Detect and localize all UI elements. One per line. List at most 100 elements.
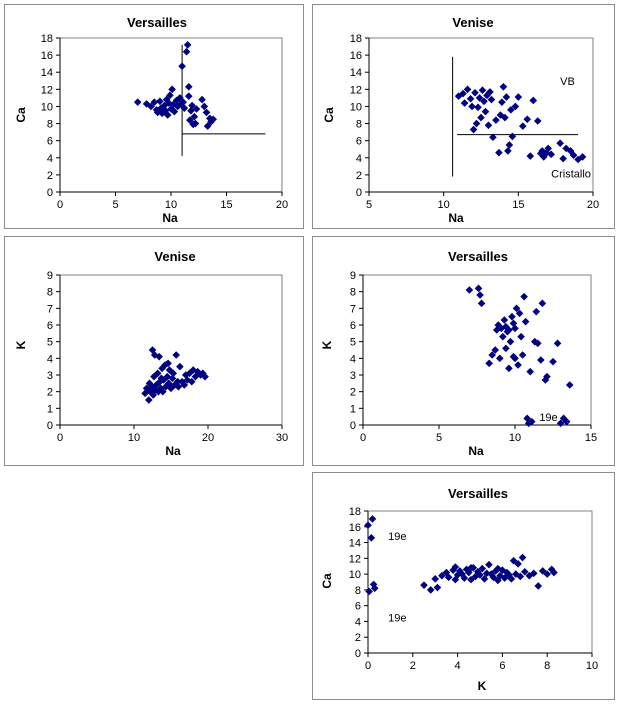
data-point [368, 515, 377, 523]
data-point [488, 351, 496, 359]
y-tick-label: 3 [350, 370, 356, 382]
x-tick-label: 15 [220, 199, 232, 211]
x-tick-label: 10 [165, 199, 177, 211]
data-point [505, 364, 513, 373]
data-point [170, 107, 179, 116]
data-point [562, 144, 570, 153]
y-tick-label: 8 [47, 119, 53, 131]
y-tick-label: 5 [350, 337, 356, 349]
data-point [474, 284, 483, 293]
y-tick-label: 1 [47, 403, 53, 415]
data-point [489, 133, 497, 142]
data-point [480, 97, 488, 106]
y-axis-label: K [320, 340, 334, 349]
y-tick-label: 16 [349, 522, 361, 534]
data-point [538, 299, 547, 308]
data-point [466, 94, 475, 103]
data-point [153, 369, 162, 378]
chart-1-svg: Versailles 0 2 4 6 8 10 12 14 16 18 0 5 10 15 20 Na Ca [14, 15, 288, 225]
x-axis-label: Na [162, 211, 178, 225]
data-point [472, 119, 481, 128]
y-tick-label: 0 [355, 648, 361, 660]
chart-panel-2: Venise 0 2 4 6 8 10 12 14 16 18 5 10 15 20 VB Cristallo… [312, 4, 615, 229]
data-point [176, 362, 184, 371]
chart-2-plot: 0 2 4 6 8 10 12 14 16 18 5 10 15 20 VB Cristallo [350, 33, 599, 211]
x-tick-label: 4 [455, 660, 461, 672]
data-point [505, 141, 514, 149]
data-point [153, 108, 162, 117]
y-axis-label: K [14, 340, 28, 349]
data-point [433, 583, 442, 592]
data-point [150, 98, 159, 106]
y-tick-label: 2 [47, 387, 53, 399]
chart-panel-3: Venise 0 1 2 3 4 5 6 7 8 9 0 10 20 30 Na K [4, 236, 304, 466]
data-point [523, 414, 531, 423]
y-tick-label: 0 [47, 420, 53, 432]
data-point [180, 104, 189, 112]
data-point [474, 103, 482, 112]
y-tick-label: 8 [350, 287, 356, 299]
data-point [511, 102, 520, 111]
data-point [500, 316, 509, 324]
y-tick-label: 18 [41, 33, 53, 45]
x-tick-label: 10 [128, 432, 140, 444]
x-tick-label: 0 [360, 432, 366, 444]
data-point [478, 564, 487, 573]
y-tick-label: 10 [350, 101, 362, 113]
data-point [518, 553, 527, 562]
y-tick-label: 9 [350, 270, 356, 282]
chart-1-plot: 0 2 4 6 8 10 12 14 16 18 0 5 10 15 20 [41, 33, 288, 211]
data-point [559, 154, 567, 163]
x-axis-label: K [478, 679, 487, 693]
data-point [516, 572, 525, 581]
data-point [174, 382, 183, 391]
data-point [191, 372, 200, 381]
data-point [451, 575, 460, 584]
data-point [496, 571, 504, 580]
data-point [186, 116, 194, 124]
y-axis-label: Ca [14, 107, 28, 123]
data-point [499, 82, 508, 91]
x-tick-label: 15 [512, 199, 524, 211]
data-point [166, 91, 174, 100]
data-point [569, 151, 578, 160]
data-point [495, 148, 503, 157]
data-point [491, 346, 500, 354]
y-axis-label: Ca [320, 573, 334, 589]
data-point [547, 150, 555, 159]
data-point [370, 584, 379, 593]
data-point [537, 356, 545, 364]
data-point [534, 582, 543, 590]
y-tick-label: 12 [350, 84, 362, 96]
chart-annotation: 19e [388, 531, 406, 543]
data-point [550, 568, 558, 577]
data-point [158, 109, 166, 118]
x-tick-label: 8 [544, 660, 550, 672]
chart-annotation: 19e [539, 412, 557, 424]
data-point [562, 417, 571, 426]
data-point [468, 102, 476, 111]
data-point [463, 85, 472, 94]
y-tick-label: 0 [350, 420, 356, 432]
chart-panel-4: Versailles 0 1 2 3 4 5 6 7 8 9 0 5 10 15 19e Na K [312, 236, 615, 466]
data-point [471, 88, 479, 97]
data-point [467, 564, 475, 572]
data-point [364, 521, 372, 529]
data-point [489, 573, 498, 582]
y-tick-label: 2 [355, 632, 361, 644]
data-point [163, 111, 172, 119]
data-point [147, 102, 155, 111]
data-point [538, 147, 547, 155]
x-tick-label: 20 [587, 199, 599, 211]
data-point [524, 419, 533, 428]
data-point [168, 374, 177, 383]
y-tick-label: 6 [47, 320, 53, 332]
y-tick-label: 12 [349, 553, 361, 565]
data-point [198, 95, 206, 104]
data-point [173, 377, 182, 386]
data-point [163, 372, 172, 381]
data-point [164, 359, 172, 368]
x-tick-label: 6 [499, 660, 505, 672]
data-point [199, 369, 207, 378]
chart-title: Versailles [448, 249, 508, 264]
